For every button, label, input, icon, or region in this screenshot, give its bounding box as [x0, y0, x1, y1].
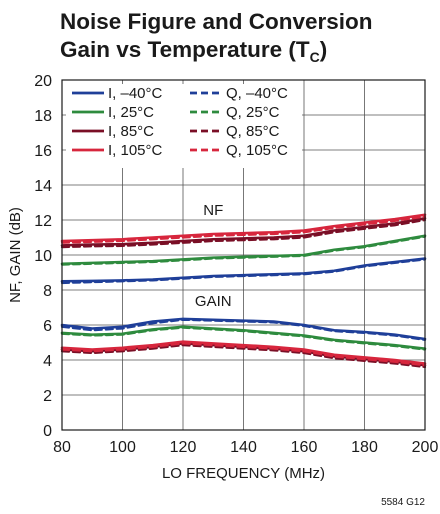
gain-annotation-background: [189, 292, 238, 310]
series-line-nf-1: [60, 258, 427, 285]
legend-label: I, 85°C: [108, 123, 154, 140]
nf-annotation-background: [199, 201, 228, 219]
y-tick-label: 20: [34, 73, 52, 90]
chart-title-line1: Noise Figure and Conversion: [60, 9, 373, 34]
series-line-nf-6: [60, 213, 427, 243]
chart-title-line2: Gain vs Temperature (TC): [60, 37, 327, 65]
series-line-gain-11: [60, 326, 427, 351]
series-line-gain-9: [60, 318, 427, 341]
y-tick-label: 2: [43, 388, 52, 405]
x-tick-label: 160: [291, 439, 318, 456]
x-tick-label: 100: [109, 439, 136, 456]
x-tick-label: 200: [412, 439, 439, 456]
y-tick-label: 6: [43, 318, 52, 335]
series-line-gain-14: [60, 340, 427, 365]
series-line-nf-5: [60, 218, 427, 249]
y-tick-label: 14: [34, 178, 52, 195]
legend-label: I, –40°C: [108, 85, 163, 102]
legend-label: I, 105°C: [108, 142, 163, 159]
x-axis-label: LO FREQUENCY (MHz): [162, 465, 325, 482]
series-line-nf-7: [60, 215, 427, 244]
series-group: [60, 213, 427, 369]
gain-annotation: GAIN: [195, 293, 232, 310]
chart-title-main: Gain vs Temperature (T: [60, 37, 310, 62]
legend-label: Q, 25°C: [226, 104, 280, 121]
x-tick-labels: 80 100 120 140 160 180 200: [53, 439, 438, 456]
y-tick-labels: 0 2 4 6 8 10 12 14 16 18 20: [34, 73, 52, 440]
y-tick-label: 4: [43, 353, 52, 370]
x-tick-label: 120: [170, 439, 197, 456]
legend-label: Q, 85°C: [226, 123, 280, 140]
x-tick-label: 180: [351, 439, 378, 456]
series-line-gain-15: [60, 342, 427, 367]
y-tick-label: 10: [34, 248, 52, 265]
chart-title-subscript: C: [310, 49, 320, 65]
legend: I, –40°C Q, –40°C I, 25°C Q, 25°C I, 85°C Q, …: [72, 85, 288, 159]
legend-label: I, 25°C: [108, 104, 154, 121]
series-line-nf-4: [60, 216, 427, 247]
series-line-nf-3: [60, 235, 427, 266]
x-tick-label: 80: [53, 439, 71, 456]
x-tick-label: 140: [230, 439, 257, 456]
y-tick-label: 16: [34, 143, 52, 160]
figure-code: 5584 G12: [381, 497, 425, 508]
series-line-gain-13: [60, 344, 427, 369]
plot-frame: [61, 79, 426, 431]
y-axis-label: NF, GAIN (dB): [7, 207, 24, 303]
y-tick-label: 12: [34, 213, 52, 230]
legend-background: [66, 84, 302, 168]
chart-title-close: ): [320, 37, 328, 62]
legend-label: Q, 105°C: [226, 142, 288, 159]
y-tick-label: 8: [43, 283, 52, 300]
legend-label: Q, –40°C: [226, 85, 288, 102]
y-tick-label: 18: [34, 108, 52, 125]
nf-annotation: NF: [203, 202, 223, 219]
y-tick-label: 0: [43, 423, 52, 440]
